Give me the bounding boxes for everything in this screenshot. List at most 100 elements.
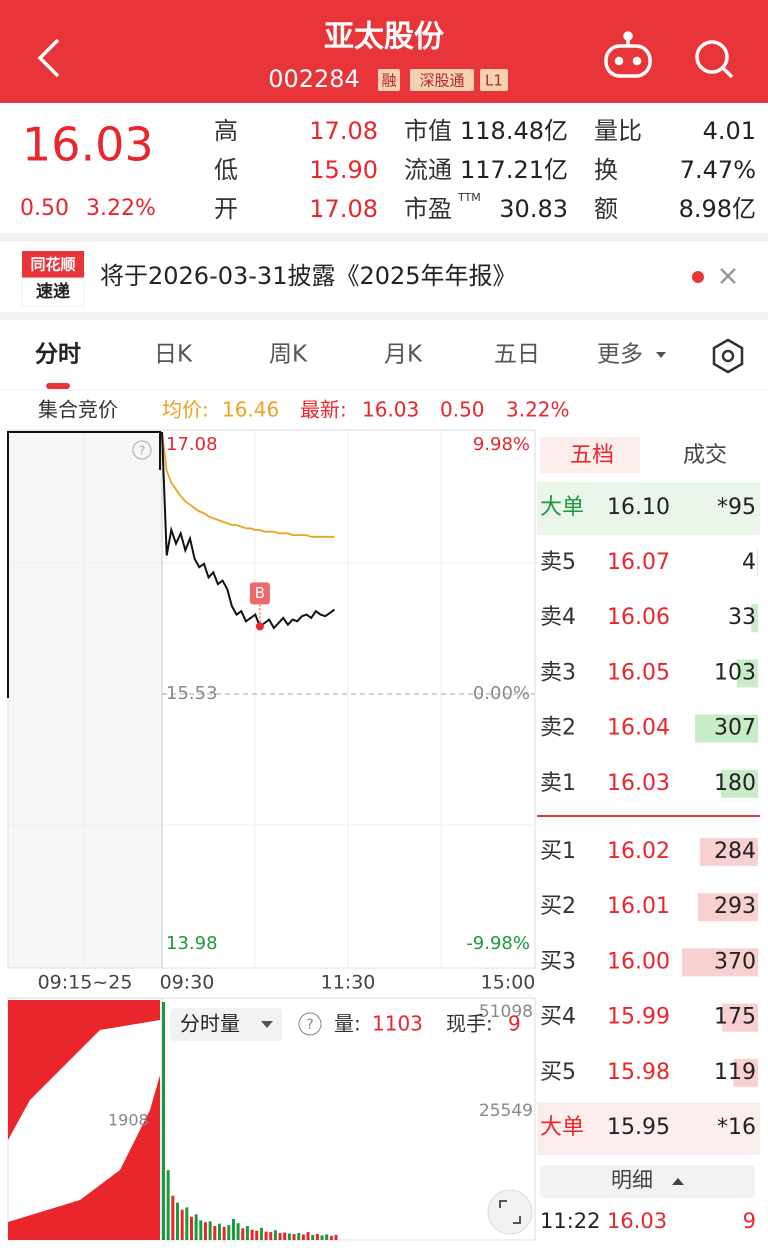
stat-value: 4.01 bbox=[703, 117, 756, 145]
book-vol: 175 bbox=[714, 1005, 756, 1030]
book-price: 16.02 bbox=[607, 839, 670, 864]
book-price: 16.00 bbox=[607, 949, 670, 974]
selector-box[interactable] bbox=[170, 1008, 282, 1041]
tab[interactable]: 分时 bbox=[35, 342, 81, 368]
volume-bar bbox=[315, 1233, 319, 1240]
book-vol: 119 bbox=[714, 1060, 756, 1085]
book-price: 16.07 bbox=[607, 550, 670, 575]
volume-bar bbox=[255, 1230, 259, 1240]
book-vol: 307 bbox=[714, 716, 756, 741]
back-button[interactable] bbox=[37, 38, 60, 78]
settings-icon-dot bbox=[721, 349, 735, 363]
book-tab[interactable]: 成交 bbox=[683, 443, 727, 468]
volume-bar bbox=[292, 1233, 296, 1240]
detail-arrow bbox=[672, 1178, 684, 1185]
book-vol-bar bbox=[751, 604, 758, 633]
vol-tick-label: 51098 bbox=[479, 1002, 533, 1022]
volume-bar bbox=[287, 1233, 291, 1240]
book-vol-bar bbox=[682, 948, 758, 977]
auction-vol-label: 1908 bbox=[108, 1111, 149, 1130]
volume-bar bbox=[227, 1225, 231, 1240]
book-vol: 180 bbox=[714, 771, 756, 796]
book-label: 买4 bbox=[540, 1005, 576, 1030]
selector[interactable]: 分时量 bbox=[180, 1012, 240, 1036]
book-vol-bar bbox=[722, 1003, 758, 1032]
stat-label: 开 bbox=[214, 195, 238, 223]
stat-value: 8.98亿 bbox=[679, 195, 756, 223]
stat-value: 118.48亿 bbox=[460, 117, 568, 145]
big-sell-row bbox=[537, 482, 760, 535]
time-label: 09:15~25 bbox=[38, 972, 133, 994]
dropdown-arrow bbox=[656, 352, 666, 358]
stat-value: 17.08 bbox=[309, 195, 378, 223]
pct-label: -9.98% bbox=[466, 933, 530, 954]
robot-icon[interactable] bbox=[604, 31, 652, 78]
time-label: 15:00 bbox=[481, 972, 536, 994]
big-buy-row bbox=[537, 1102, 760, 1155]
pct-label: 0.00% bbox=[473, 683, 530, 704]
book-label: 大单 bbox=[540, 1115, 584, 1140]
close-button[interactable] bbox=[720, 268, 736, 284]
book-vol-bar bbox=[733, 1058, 758, 1087]
book-price: 15.99 bbox=[607, 1005, 670, 1030]
book-label: 卖2 bbox=[540, 716, 576, 741]
book-vol: 284 bbox=[714, 839, 756, 864]
tag: L1 bbox=[485, 72, 503, 90]
book-label: 买2 bbox=[540, 894, 576, 919]
book-price: 16.10 bbox=[607, 495, 670, 520]
logo-top bbox=[22, 251, 84, 278]
divider bbox=[0, 312, 768, 320]
tag-box bbox=[410, 69, 474, 91]
info-label: 集合竞价 bbox=[38, 398, 118, 422]
book-vol: *16 bbox=[717, 1115, 756, 1140]
volume-bar bbox=[175, 1202, 179, 1240]
tab[interactable]: 日K bbox=[154, 342, 193, 368]
book-label: 买3 bbox=[540, 949, 576, 974]
book-tab-active[interactable] bbox=[540, 437, 640, 473]
volume-bar bbox=[283, 1232, 287, 1240]
vol-tick-label: 25549 bbox=[479, 1101, 533, 1121]
detail-label[interactable]: 明细 bbox=[611, 1168, 653, 1192]
marker-box bbox=[249, 582, 270, 605]
volume-bar bbox=[264, 1231, 268, 1240]
search-icon[interactable] bbox=[695, 40, 734, 79]
volume-bar bbox=[245, 1226, 249, 1240]
auction-volume bbox=[8, 1000, 160, 1140]
divider bbox=[0, 233, 768, 242]
info-value: 0.50 bbox=[440, 398, 485, 422]
stat-value: 30.83 bbox=[499, 195, 568, 223]
tab[interactable]: 月K bbox=[384, 342, 423, 368]
expand-button[interactable] bbox=[487, 1189, 533, 1235]
volume-bar bbox=[185, 1207, 189, 1240]
book-tab[interactable]: 五档 bbox=[570, 443, 614, 468]
notice-text[interactable]: 将于2026-03-31披露《2025年年报》 bbox=[100, 262, 517, 290]
change: 0.50 bbox=[20, 196, 69, 221]
help-icon[interactable] bbox=[298, 1012, 322, 1036]
tab[interactable]: 周K bbox=[269, 342, 308, 368]
book-label: 卖5 bbox=[540, 550, 576, 575]
detail-button[interactable] bbox=[540, 1165, 755, 1198]
grid bbox=[8, 430, 535, 968]
trade-time: 11:22 bbox=[540, 1209, 601, 1233]
stat-value: 15.90 bbox=[309, 156, 378, 184]
avg-line bbox=[161, 431, 335, 538]
book-price: 15.98 bbox=[607, 1060, 670, 1085]
expand-icon bbox=[499, 1200, 521, 1224]
help-icon[interactable] bbox=[132, 440, 152, 460]
book-price: 16.05 bbox=[607, 660, 670, 685]
stat-label: 量比 bbox=[594, 117, 642, 145]
volume-bar bbox=[334, 1234, 338, 1240]
settings-icon[interactable] bbox=[712, 338, 744, 374]
book-label: 卖3 bbox=[540, 660, 576, 685]
book-label: 买1 bbox=[540, 839, 576, 864]
tab[interactable]: 更多 bbox=[597, 342, 643, 368]
y-tick-label: 13.98 bbox=[166, 933, 218, 954]
volume-bar bbox=[329, 1235, 333, 1240]
volume-bar bbox=[301, 1234, 305, 1240]
book-vol: 370 bbox=[714, 949, 756, 974]
volume-bar bbox=[166, 1170, 170, 1240]
volume-bar bbox=[217, 1223, 221, 1240]
book-vol-bar bbox=[699, 838, 758, 866]
tab[interactable]: 五日 bbox=[494, 342, 540, 368]
